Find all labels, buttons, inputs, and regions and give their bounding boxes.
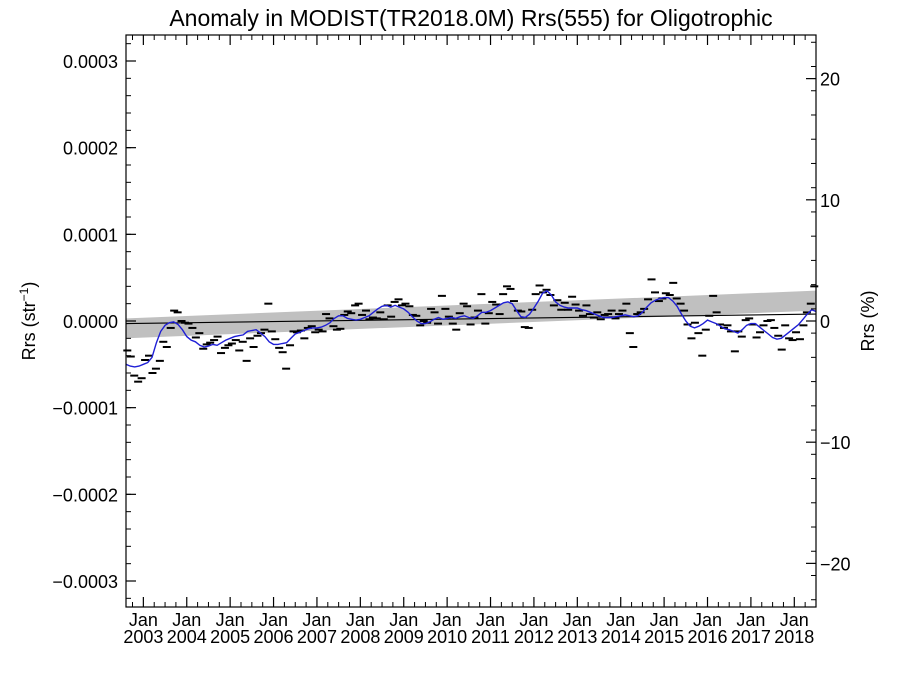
- x-tick-year: 2014: [601, 627, 641, 647]
- x-tick-month: Jan: [780, 610, 809, 630]
- x-tick-year: 2012: [514, 627, 554, 647]
- x-tick-year: 2005: [210, 627, 250, 647]
- right-tick-label: 0: [820, 312, 830, 332]
- x-tick-month: Jan: [736, 610, 765, 630]
- y-tick-label: −0.0003: [52, 572, 118, 592]
- x-tick-month: Jan: [519, 610, 548, 630]
- x-tick-year: 2016: [687, 627, 727, 647]
- x-tick-month: Jan: [606, 610, 635, 630]
- x-tick-month: Jan: [476, 610, 505, 630]
- x-tick-year: 2010: [427, 627, 467, 647]
- x-tick-month: Jan: [172, 610, 201, 630]
- x-tick-month: Jan: [650, 610, 679, 630]
- y-tick-label: 0.0001: [63, 225, 118, 245]
- right-tick-label: −10: [820, 433, 851, 453]
- y-tick-label: 0.0003: [63, 52, 118, 72]
- y-tick-label: −0.0002: [52, 485, 118, 505]
- x-tick-month: Jan: [389, 610, 418, 630]
- x-tick-year: 2017: [731, 627, 771, 647]
- y-tick-label: 0.0000: [63, 312, 118, 332]
- x-tick-year: 2008: [340, 627, 380, 647]
- x-tick-month: Jan: [259, 610, 288, 630]
- right-tick-label: 10: [820, 191, 840, 211]
- y-tick-label: −0.0001: [52, 399, 118, 419]
- plot-area: [123, 278, 819, 383]
- x-tick-year: 2009: [384, 627, 424, 647]
- x-axis: Jan2003Jan2004Jan2005Jan2006Jan2007Jan20…: [123, 35, 817, 647]
- right-tick-label: 20: [820, 70, 840, 90]
- right-y-axis: 20 10 0 −10 −20: [806, 41, 851, 601]
- chart-title: Anomaly in MODIST(TR2018.0M) Rrs(555) fo…: [169, 5, 772, 31]
- right-y-axis-label: Rrs (%): [858, 291, 878, 352]
- x-tick-month: Jan: [563, 610, 592, 630]
- x-tick-year: 2011: [471, 627, 510, 647]
- x-tick-year: 2004: [167, 627, 207, 647]
- y-tick-label: 0.0002: [63, 139, 118, 159]
- x-tick-month: Jan: [346, 610, 375, 630]
- x-tick-year: 2013: [557, 627, 597, 647]
- trend-line: [125, 313, 817, 325]
- x-tick-month: Jan: [216, 610, 245, 630]
- x-tick-month: Jan: [302, 610, 331, 630]
- confidence-band: [126, 290, 816, 339]
- x-tick-year: 2003: [123, 627, 163, 647]
- x-tick-year: 2015: [644, 627, 684, 647]
- x-tick-month: Jan: [693, 610, 722, 630]
- left-y-axis: 0.0003 0.0002 0.0001 0.0000 −0.0001 −0.0002 −0…: [52, 43, 136, 599]
- data-points: [123, 278, 819, 383]
- x-tick-year: 2006: [254, 627, 294, 647]
- x-tick-year: 2018: [774, 627, 814, 647]
- running-mean-line: [125, 289, 817, 368]
- x-tick-month: Jan: [433, 610, 462, 630]
- right-tick-label: −20: [820, 554, 851, 574]
- x-tick-year: 2007: [297, 627, 337, 647]
- x-tick-month: Jan: [129, 610, 158, 630]
- left-y-axis-label: Rrs (str−1): [17, 282, 39, 361]
